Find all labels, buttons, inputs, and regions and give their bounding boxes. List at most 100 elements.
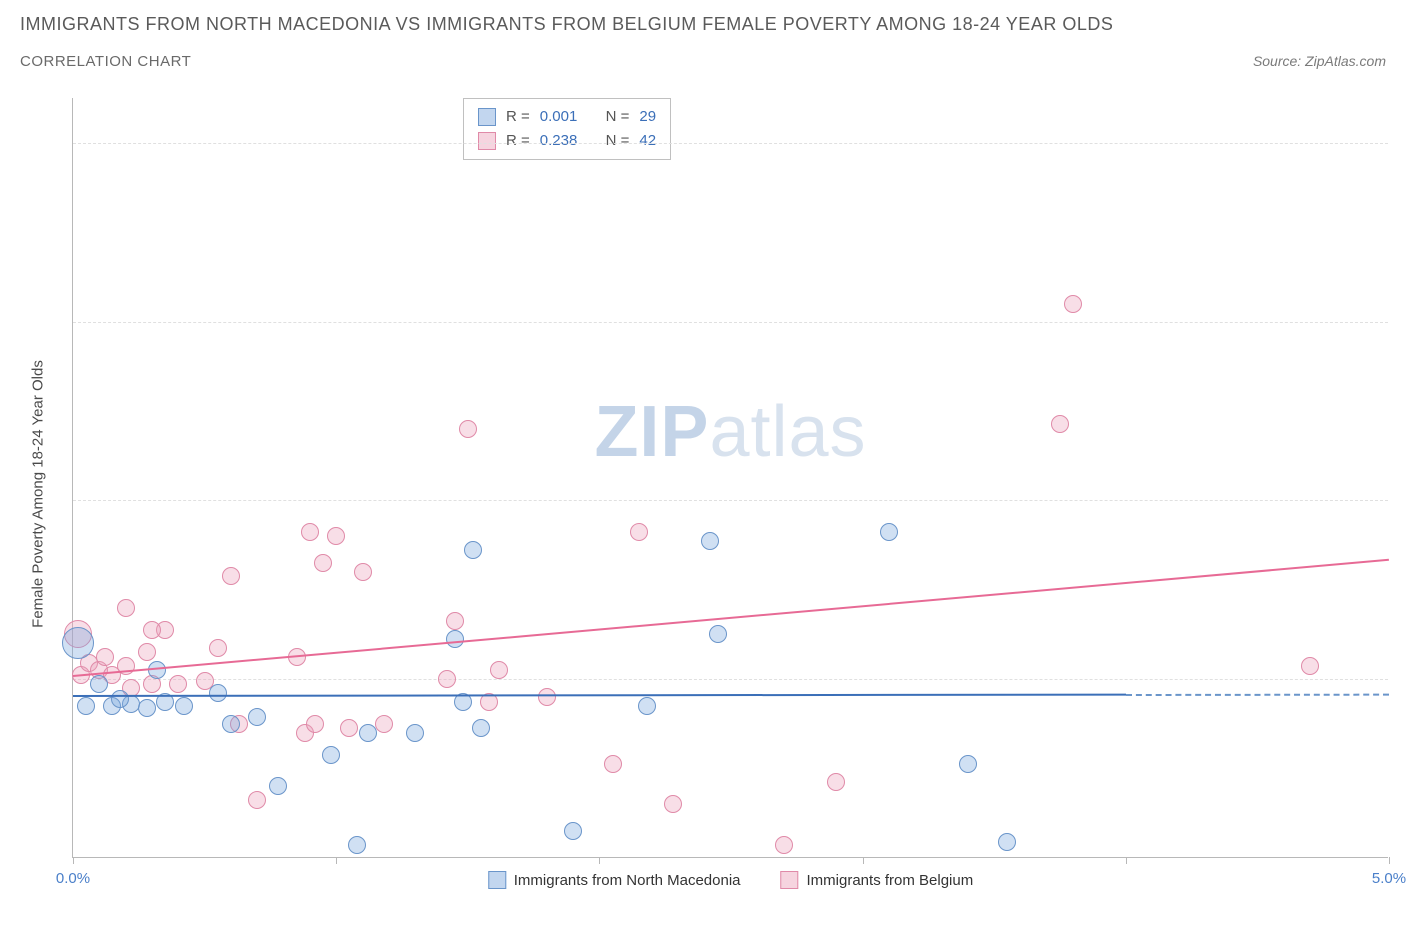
data-point-pink (1301, 657, 1319, 675)
data-point-pink (169, 675, 187, 693)
data-point-pink (138, 643, 156, 661)
chart-area: Female Poverty Among 18-24 Year Olds ZIP… (48, 98, 1388, 890)
y-tick-label: 20.0% (1398, 671, 1406, 688)
data-point-blue (701, 532, 719, 550)
data-point-blue (406, 724, 424, 742)
data-point-blue (62, 627, 94, 659)
scatter-plot: ZIPatlas R = 0.001 N = 29 R = 0.238 N = … (72, 98, 1388, 858)
header: IMMIGRANTS FROM NORTH MACEDONIA VS IMMIG… (0, 0, 1406, 70)
data-point-blue (322, 746, 340, 764)
trendline-pink (73, 558, 1389, 676)
x-tick (599, 857, 600, 864)
bottom-legend: Immigrants from North Macedonia Immigran… (488, 871, 973, 889)
gridline (73, 143, 1388, 144)
legend-item-blue: Immigrants from North Macedonia (488, 871, 741, 889)
gridline (73, 322, 1388, 323)
data-point-pink (301, 523, 319, 541)
y-axis-title: Female Poverty Among 18-24 Year Olds (30, 360, 47, 628)
x-tick-label: 0.0% (56, 870, 90, 887)
data-point-blue (269, 777, 287, 795)
data-point-pink (143, 621, 161, 639)
data-point-pink (664, 795, 682, 813)
data-point-pink (340, 719, 358, 737)
r-label: R = (506, 129, 530, 153)
n-label: N = (606, 105, 630, 129)
n-value-pink: 42 (639, 129, 656, 153)
data-point-blue (880, 523, 898, 541)
n-value-blue: 29 (639, 105, 656, 129)
data-point-pink (117, 599, 135, 617)
data-point-blue (209, 684, 227, 702)
page-title: IMMIGRANTS FROM NORTH MACEDONIA VS IMMIG… (20, 14, 1386, 35)
data-point-pink (327, 527, 345, 545)
x-tick (863, 857, 864, 864)
stats-legend-box: R = 0.001 N = 29 R = 0.238 N = 42 (463, 98, 671, 160)
y-tick-label: 60.0% (1398, 313, 1406, 330)
source-attribution: Source: ZipAtlas.com (1253, 53, 1386, 69)
y-tick-label: 80.0% (1398, 134, 1406, 151)
data-point-blue (446, 630, 464, 648)
data-point-blue (959, 755, 977, 773)
stats-row-pink: R = 0.238 N = 42 (478, 129, 656, 153)
trendline-blue-dashed (1126, 693, 1389, 695)
subtitle-row: CORRELATION CHART Source: ZipAtlas.com (20, 53, 1386, 70)
data-point-blue (148, 661, 166, 679)
trendline-blue (73, 694, 1126, 697)
data-point-blue (90, 675, 108, 693)
data-point-pink (538, 688, 556, 706)
watermark-atlas: atlas (709, 392, 866, 472)
r-value-blue: 0.001 (540, 105, 578, 129)
swatch-blue-icon (478, 108, 496, 126)
data-point-blue (998, 833, 1016, 851)
n-label: N = (606, 129, 630, 153)
swatch-blue-icon (488, 871, 506, 889)
data-point-blue (138, 699, 156, 717)
gridline (73, 500, 1388, 501)
legend-label-pink: Immigrants from Belgium (807, 872, 974, 889)
data-point-pink (604, 755, 622, 773)
x-tick (1126, 857, 1127, 864)
watermark: ZIPatlas (594, 391, 866, 473)
swatch-pink-icon (478, 132, 496, 150)
data-point-pink (630, 523, 648, 541)
data-point-blue (564, 822, 582, 840)
data-point-pink (375, 715, 393, 733)
data-point-pink (209, 639, 227, 657)
legend-label-blue: Immigrants from North Macedonia (514, 872, 741, 889)
swatch-pink-icon (781, 871, 799, 889)
data-point-pink (438, 670, 456, 688)
data-point-pink (827, 773, 845, 791)
data-point-pink (446, 612, 464, 630)
data-point-blue (248, 708, 266, 726)
data-point-pink (490, 661, 508, 679)
data-point-pink (775, 836, 793, 854)
data-point-pink (1051, 415, 1069, 433)
data-point-pink (314, 554, 332, 572)
data-point-pink (248, 791, 266, 809)
source-name: ZipAtlas.com (1305, 53, 1386, 69)
data-point-blue (472, 719, 490, 737)
subtitle: CORRELATION CHART (20, 53, 191, 70)
data-point-blue (709, 625, 727, 643)
watermark-zip: ZIP (594, 392, 709, 472)
data-point-pink (222, 567, 240, 585)
data-point-pink (96, 648, 114, 666)
x-tick (336, 857, 337, 864)
r-label: R = (506, 105, 530, 129)
data-point-pink (306, 715, 324, 733)
data-point-pink (354, 563, 372, 581)
y-tick-label: 40.0% (1398, 492, 1406, 509)
legend-item-pink: Immigrants from Belgium (781, 871, 974, 889)
gridline (73, 679, 1388, 680)
data-point-blue (111, 690, 129, 708)
data-point-pink (1064, 295, 1082, 313)
data-point-blue (638, 697, 656, 715)
data-point-blue (77, 697, 95, 715)
data-point-blue (222, 715, 240, 733)
data-point-blue (464, 541, 482, 559)
data-point-blue (359, 724, 377, 742)
r-value-pink: 0.238 (540, 129, 578, 153)
x-tick (1389, 857, 1390, 864)
data-point-blue (348, 836, 366, 854)
data-point-pink (459, 420, 477, 438)
